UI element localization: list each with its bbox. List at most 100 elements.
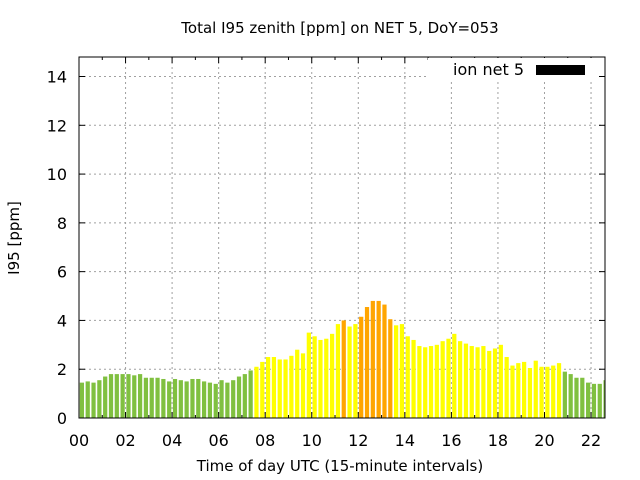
x-tick-label: 14 (395, 431, 415, 450)
bar (382, 304, 387, 418)
y-tick-label: 0 (57, 409, 67, 428)
x-tick-label: 16 (441, 431, 461, 450)
bar (137, 374, 143, 418)
bar (242, 374, 247, 418)
y-tick-label: 14 (47, 68, 67, 87)
bar (108, 374, 114, 418)
bar (132, 375, 137, 418)
bar (265, 357, 271, 418)
bar (167, 381, 172, 418)
bar (155, 377, 160, 418)
legend-swatch (536, 65, 585, 75)
bar (440, 341, 445, 418)
bar (527, 367, 533, 418)
bar (289, 355, 294, 418)
bar (248, 370, 253, 418)
bar (271, 357, 277, 418)
bar (394, 325, 399, 418)
bar (411, 339, 416, 418)
bar (580, 377, 585, 418)
bar (120, 374, 125, 418)
bar (487, 350, 492, 418)
bar (388, 319, 393, 418)
bar (324, 338, 329, 418)
bar (376, 300, 381, 418)
bar (172, 378, 178, 418)
bar (603, 380, 605, 418)
bar (423, 347, 428, 418)
bar (201, 381, 207, 418)
bar (516, 363, 521, 418)
bar (207, 382, 213, 418)
x-tick-label: 20 (534, 431, 554, 450)
bar (126, 374, 131, 418)
bar (306, 332, 311, 418)
bar (475, 347, 480, 418)
bar (545, 366, 550, 418)
bar (184, 381, 189, 418)
x-tick-label: 08 (255, 431, 275, 450)
y-tick-label: 2 (57, 360, 67, 379)
bar (295, 349, 300, 418)
bar (434, 344, 439, 418)
bar (254, 366, 259, 418)
bar (347, 326, 352, 418)
bar (504, 357, 509, 418)
x-tick-label: 18 (488, 431, 508, 450)
bar (225, 382, 230, 418)
bar (539, 366, 544, 418)
grid (79, 57, 605, 418)
y-axis-label: I95 [ppm] (5, 201, 23, 275)
bar (522, 361, 527, 418)
bar (103, 376, 108, 418)
legend-label: ion net 5 (453, 60, 524, 79)
bar (364, 307, 370, 418)
bar (277, 359, 282, 418)
bar (370, 300, 375, 418)
bar (492, 348, 498, 418)
bar (335, 324, 341, 418)
x-tick-label: 12 (348, 431, 368, 450)
bar (329, 333, 335, 418)
bar (178, 380, 183, 418)
bar (219, 380, 224, 418)
bar (597, 383, 602, 418)
bar (97, 380, 102, 418)
bars (79, 300, 605, 418)
bar (190, 378, 195, 418)
y-tick-label: 4 (57, 311, 67, 330)
bar (283, 359, 288, 418)
bar (574, 377, 579, 418)
bar (428, 346, 434, 418)
x-axis-label: Time of day UTC (15-minute intervals) (196, 457, 483, 475)
bar (79, 382, 85, 418)
bar (353, 324, 358, 418)
bar (463, 343, 469, 418)
y-tick-label: 8 (57, 214, 67, 233)
bar (236, 376, 242, 418)
chart-title: Total I95 zenith [ppm] on NET 5, DoY=053 (180, 19, 498, 37)
bar (213, 383, 218, 418)
bar (399, 324, 405, 418)
bar (510, 365, 515, 418)
bar (533, 360, 538, 418)
bar (196, 378, 201, 418)
bar (149, 377, 154, 418)
x-tick-label: 04 (162, 431, 182, 450)
y-tick-label: 10 (47, 165, 67, 184)
bar (318, 339, 323, 418)
bar (446, 338, 451, 418)
bar (114, 374, 119, 418)
x-tick-label: 00 (69, 431, 89, 450)
bar (300, 353, 306, 418)
x-tick-label: 06 (208, 431, 228, 450)
bar (405, 336, 410, 418)
bar (91, 382, 96, 418)
bar (586, 382, 591, 418)
bar (417, 346, 422, 418)
bar (458, 341, 463, 418)
bar (312, 336, 317, 418)
